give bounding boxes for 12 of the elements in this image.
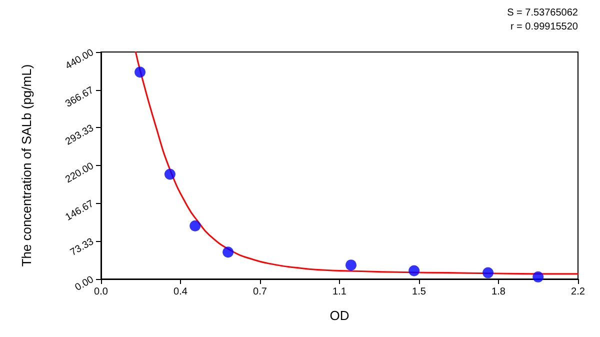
x-tick-label: 0.7 (253, 286, 268, 298)
x-axis-title: OD (330, 308, 350, 323)
text: r = 0.99915520 (510, 22, 578, 32)
x-tick-label: 2.2 (571, 286, 586, 298)
y-axis-title: The concentration of SALb (pg/mL) (19, 64, 34, 267)
x-tick-label: 1.5 (412, 286, 426, 298)
x-tick-label: 1.8 (492, 286, 506, 298)
x-tick-label: 0.0 (94, 286, 108, 298)
y-tick-label: 73.33 (68, 236, 96, 258)
x-tick-label: 0.4 (174, 286, 188, 298)
text: S = 7.53765062 (507, 8, 578, 18)
x-tick-label: 1.1 (332, 286, 347, 298)
